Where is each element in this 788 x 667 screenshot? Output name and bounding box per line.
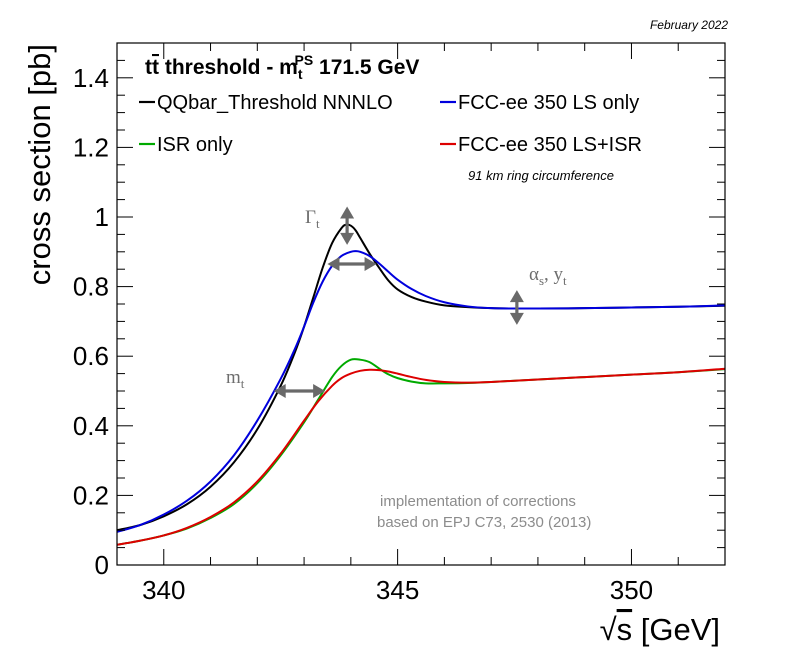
alpha-label: αs, yt	[529, 264, 567, 288]
x-axis-root: √	[600, 612, 617, 647]
title-subscript: t	[298, 66, 303, 82]
y-tick-label: 1.4	[73, 63, 109, 93]
gamma-label-sub: t	[316, 216, 320, 231]
y-tick-label: 0.8	[73, 272, 109, 302]
alpha-label-base: α	[529, 264, 539, 285]
y-tick-label: 0.2	[73, 480, 109, 510]
title-tbar: t	[152, 56, 159, 79]
title-suffix: 171.5 GeV	[313, 56, 419, 79]
gamma-horizontal-arrow	[327, 256, 377, 271]
tick-labels: 340 345 350 0 0.2 0.4 0.6 0.8 1 1.2 1.4	[73, 63, 653, 605]
x-tick-label: 340	[142, 575, 185, 605]
y-tick-label: 0	[95, 550, 109, 580]
x-tick-label: 350	[610, 575, 653, 605]
mass-label-base: m	[226, 367, 241, 388]
alpha-arrow-head-a	[509, 290, 524, 303]
alpha-label-sub: s	[539, 273, 544, 288]
mass-label-sub: t	[241, 376, 245, 391]
gamma-horizontal-arrow-head-a	[327, 256, 340, 271]
axis-ticks	[116, 42, 726, 566]
gamma-label: Γt	[305, 207, 320, 231]
y-tick-label: 1	[95, 202, 109, 232]
alpha-label-sub: t	[563, 273, 567, 288]
plot-frame	[116, 42, 726, 566]
gamma-vertical-arrow-head-a	[340, 206, 355, 219]
x-tick-label: 345	[376, 575, 419, 605]
y-axis-label: cross section [pb]	[22, 44, 57, 285]
alpha-arrow	[509, 290, 524, 325]
note-line-1: implementation of corrections	[380, 493, 576, 510]
alpha-arrow-head-b	[509, 312, 524, 325]
date-label: February 2022	[650, 18, 728, 32]
gamma-vertical-arrow	[340, 206, 355, 245]
mass-label: mt	[226, 367, 245, 391]
title-prefix: t	[145, 56, 152, 79]
legend-label-0: QQbar_Threshold NNNLO	[157, 92, 393, 114]
legend: QQbar_Threshold NNNLO FCC-ee 350 LS only I…	[139, 92, 642, 156]
mass-arrow-head-a	[273, 384, 286, 398]
mass-arrow	[273, 384, 326, 398]
legend-label-2: ISR only	[157, 134, 233, 156]
title-middle: threshold - m	[159, 56, 298, 79]
y-tick-label: 0.4	[73, 411, 109, 441]
note-line-2: based on EPJ C73, 2530 (2013)	[377, 514, 591, 531]
gamma-vertical-arrow-head-b	[340, 232, 355, 245]
legend-label-3: FCC-ee 350 LS+ISR	[458, 134, 642, 156]
gamma-label-base: Γ	[305, 207, 316, 228]
legend-subnote: 91 km ring circumference	[468, 168, 614, 183]
gamma-horizontal-arrow-head-b	[364, 256, 377, 271]
x-axis-label: √s [GeV]	[600, 612, 720, 647]
legend-label-1: FCC-ee 350 LS only	[458, 92, 639, 114]
curves	[116, 223, 726, 546]
chart-title: tt threshold - mtPS 171.5 GeV	[145, 52, 419, 82]
mass-arrow-head-b	[313, 384, 326, 398]
title-superscript: PS	[295, 52, 314, 68]
x-axis-unit: [GeV]	[632, 612, 720, 647]
y-tick-label: 0.6	[73, 341, 109, 371]
y-tick-label: 1.2	[73, 132, 109, 162]
alpha-label-base: , y	[544, 264, 564, 285]
x-axis-variable: s	[617, 612, 633, 647]
series-line-3	[116, 367, 726, 546]
series-line-1	[116, 250, 726, 533]
